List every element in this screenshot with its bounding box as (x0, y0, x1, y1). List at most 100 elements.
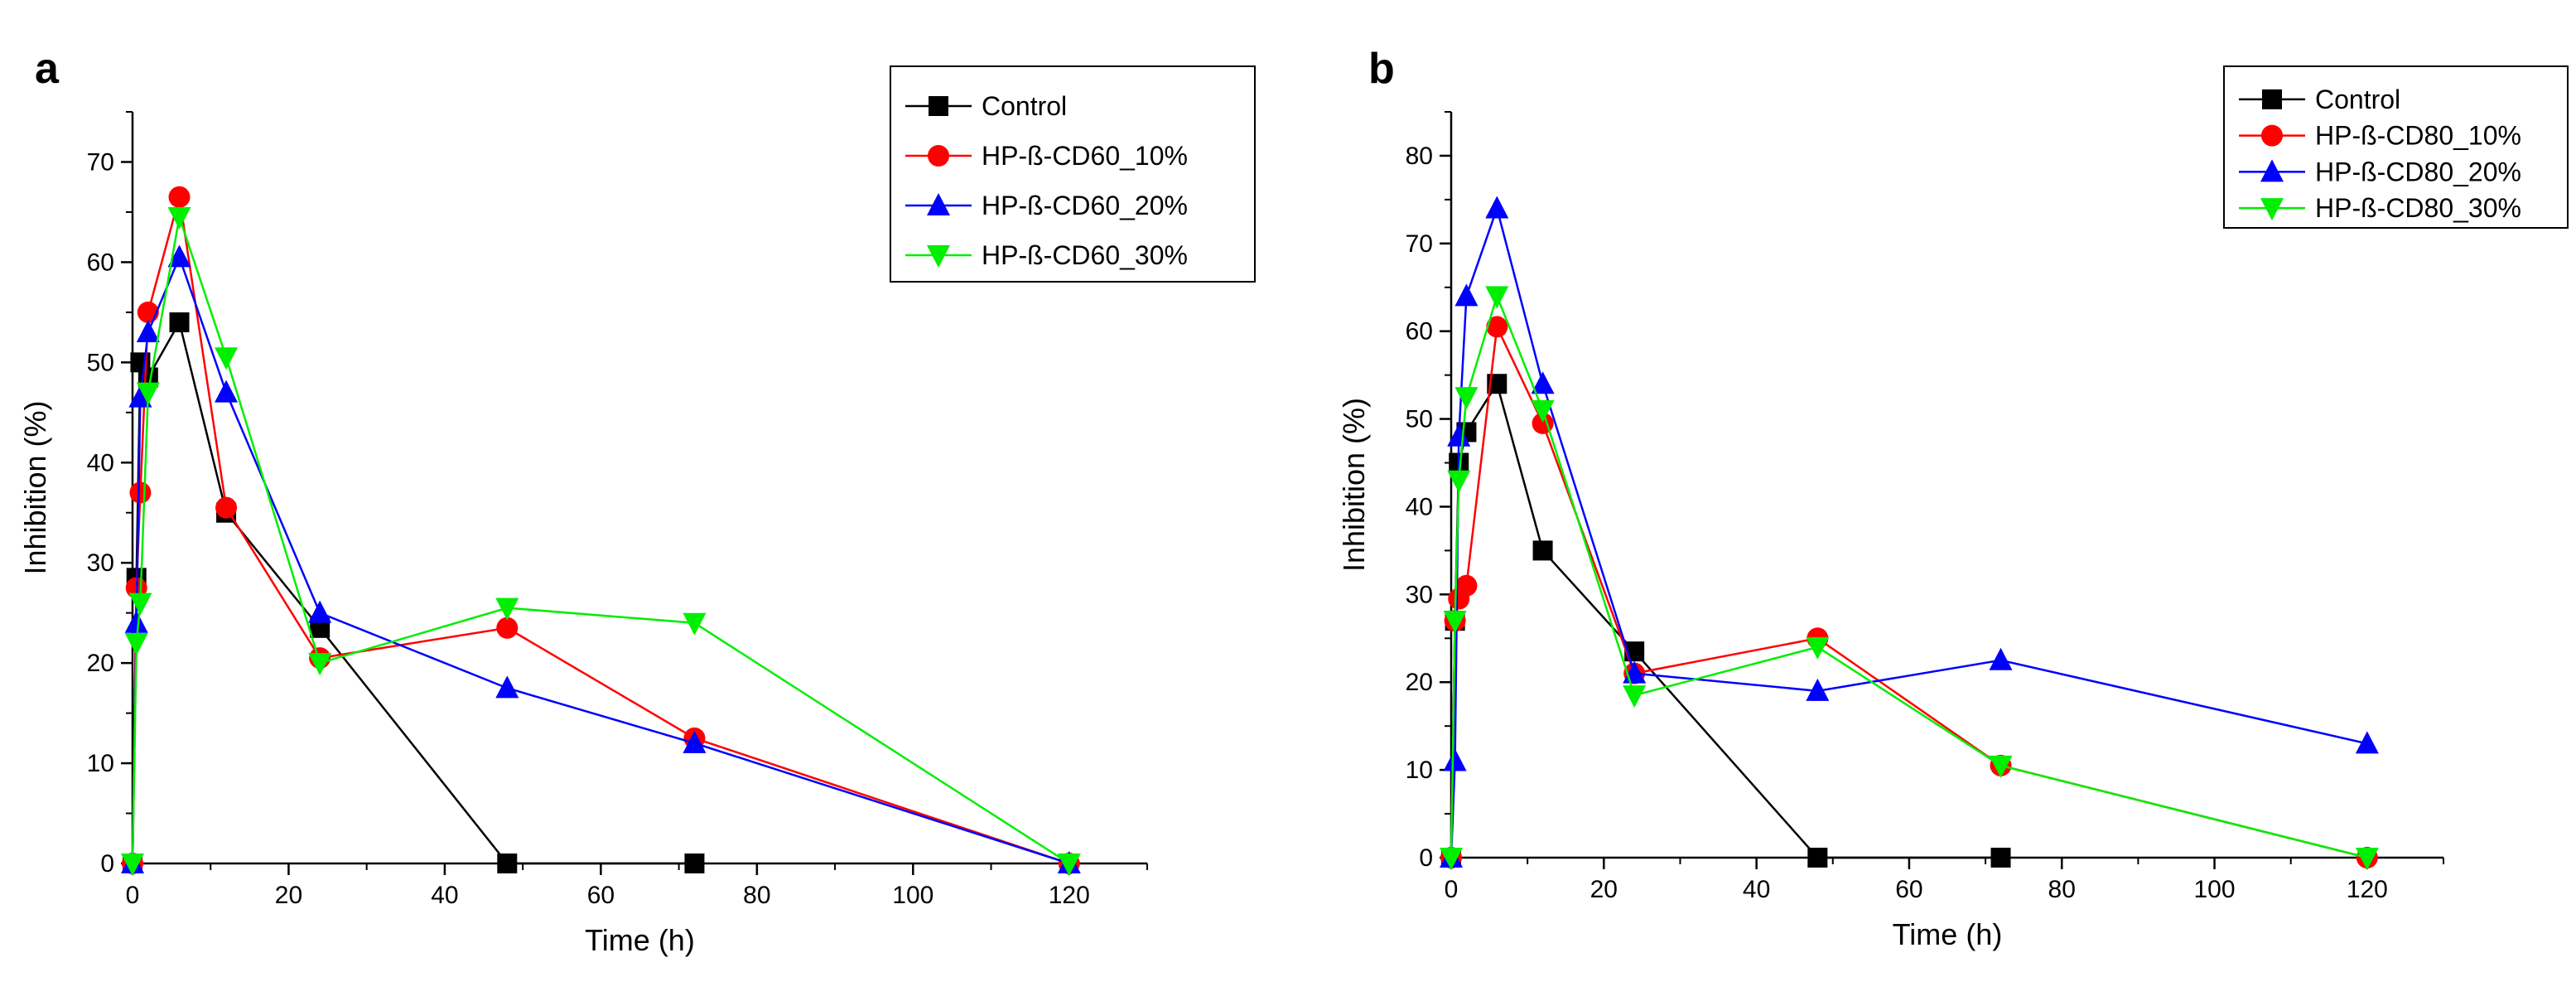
series-1 (1441, 374, 2011, 868)
x-tick-label: 0 (126, 882, 140, 909)
data-point (124, 632, 148, 655)
data-point (1443, 748, 1467, 771)
legend-label: HP-ß-CD60_20% (982, 191, 1188, 220)
data-point (1806, 678, 1830, 701)
legend-item: HP-ß-CD80_30% (2239, 193, 2521, 223)
y-tick-label: 60 (87, 249, 114, 276)
data-point (496, 617, 519, 639)
x-tick-label: 0 (1445, 876, 1459, 903)
legend-label: HP-ß-CD80_20% (2315, 157, 2521, 186)
data-point (308, 653, 332, 676)
data-point (1443, 611, 1467, 634)
data-point (1623, 685, 1647, 708)
legend-item: HP-ß-CD60_30% (905, 240, 1188, 270)
legend-item: HP-ß-CD80_10% (2239, 121, 2521, 151)
data-point (1485, 286, 1509, 309)
data-point (128, 592, 152, 616)
data-point (215, 496, 238, 519)
data-point (2355, 848, 2379, 870)
data-point (136, 320, 160, 343)
x-tick-label: 60 (587, 882, 615, 909)
legend-marker (927, 245, 950, 268)
legend-label: Control (2315, 85, 2400, 114)
y-axis-title-a: Inhibition (%) (18, 400, 52, 574)
y-tick-label: 10 (1406, 757, 1433, 784)
x-tick-label: 80 (2048, 876, 2076, 903)
y-tick-label: 70 (1406, 230, 1433, 258)
y-tick-label: 0 (100, 850, 114, 878)
x-tick-label: 20 (275, 882, 302, 909)
data-point (1455, 574, 1478, 597)
y-tick-label: 70 (87, 148, 114, 176)
series-line (1450, 381, 2001, 859)
data-point (129, 481, 152, 504)
legend-label: HP-ß-CD80_10% (2315, 121, 2521, 151)
legend-marker (927, 193, 950, 215)
axes-b: 0 20 40 60 80 100 120 0 10 20 30 40 50 60 70 80 (1406, 111, 2444, 903)
data-point (1447, 423, 1471, 447)
data-point (1532, 540, 1553, 561)
chart-panel-a: a 0 20 40 60 80 100 120 0 10 20 30 40 50 60 70 Time (h… (18, 45, 1256, 957)
data-point (683, 612, 707, 636)
y-tick-label: 50 (1406, 406, 1433, 433)
data-point (683, 730, 707, 753)
x-tick-label: 40 (1743, 876, 1770, 903)
series-line (1450, 322, 2368, 859)
series-line (131, 254, 1070, 865)
x-tick-label: 120 (1049, 882, 1090, 909)
data-point (1806, 636, 1830, 660)
axes-a: 0 20 40 60 80 100 120 0 10 20 30 40 50 60 70 (87, 111, 1148, 909)
legend-marker (928, 145, 949, 167)
x-tick-label: 100 (2194, 876, 2236, 903)
data-point (1990, 848, 2011, 868)
data-point (1989, 647, 2013, 670)
series-line (131, 196, 1070, 865)
data-point (215, 380, 239, 403)
x-tick-label: 80 (743, 882, 770, 909)
y-tick-label: 20 (1406, 669, 1433, 696)
data-point (1485, 196, 1509, 219)
y-tick-label: 0 (1419, 844, 1433, 872)
data-point (1454, 387, 1479, 410)
data-point (495, 675, 519, 699)
data-point (124, 610, 148, 633)
series-line (131, 319, 695, 865)
series-4 (121, 206, 1081, 876)
x-tick-label: 20 (1590, 876, 1618, 903)
series-line (1450, 293, 2368, 859)
data-point (1486, 316, 1508, 338)
data-point (1989, 755, 2013, 778)
legend-item: HP-ß-CD60_10% (905, 141, 1188, 171)
series-4 (1440, 286, 2379, 870)
data-point (169, 312, 190, 332)
legend-label: HP-ß-CD80_30% (2315, 193, 2521, 223)
y-tick-label: 40 (87, 449, 114, 476)
legend-label: Control (982, 91, 1067, 121)
series-layer-b (1440, 196, 2379, 870)
y-tick-label: 60 (1406, 318, 1433, 346)
legend-marker (2261, 124, 2283, 147)
data-point (684, 854, 705, 873)
series-2 (122, 186, 1080, 874)
data-point (136, 382, 160, 405)
data-point (308, 600, 332, 623)
series-layer-a (121, 186, 1081, 876)
y-tick-label: 30 (87, 549, 114, 577)
y-axis-title-b: Inhibition (%) (1337, 398, 1371, 572)
y-tick-label: 40 (1406, 493, 1433, 520)
data-point (167, 244, 191, 268)
data-point (2355, 731, 2379, 754)
y-tick-label: 20 (87, 650, 114, 677)
panel-label-a: a (35, 45, 60, 93)
data-point (1807, 848, 1828, 868)
data-point (1454, 283, 1479, 307)
legend-marker (2260, 159, 2284, 182)
legend-marker (2262, 89, 2282, 109)
x-axis-title-a: Time (h) (585, 923, 695, 957)
data-point (128, 384, 152, 408)
y-tick-label: 50 (87, 349, 114, 376)
legend-box (890, 65, 1256, 283)
legend-item: HP-ß-CD60_20% (905, 191, 1188, 220)
chart-panel-b: b 0 20 40 60 80 100 120 0 10 20 30 40 50 60 70 80 Time … (1337, 45, 2569, 951)
x-tick-label: 120 (2347, 876, 2388, 903)
